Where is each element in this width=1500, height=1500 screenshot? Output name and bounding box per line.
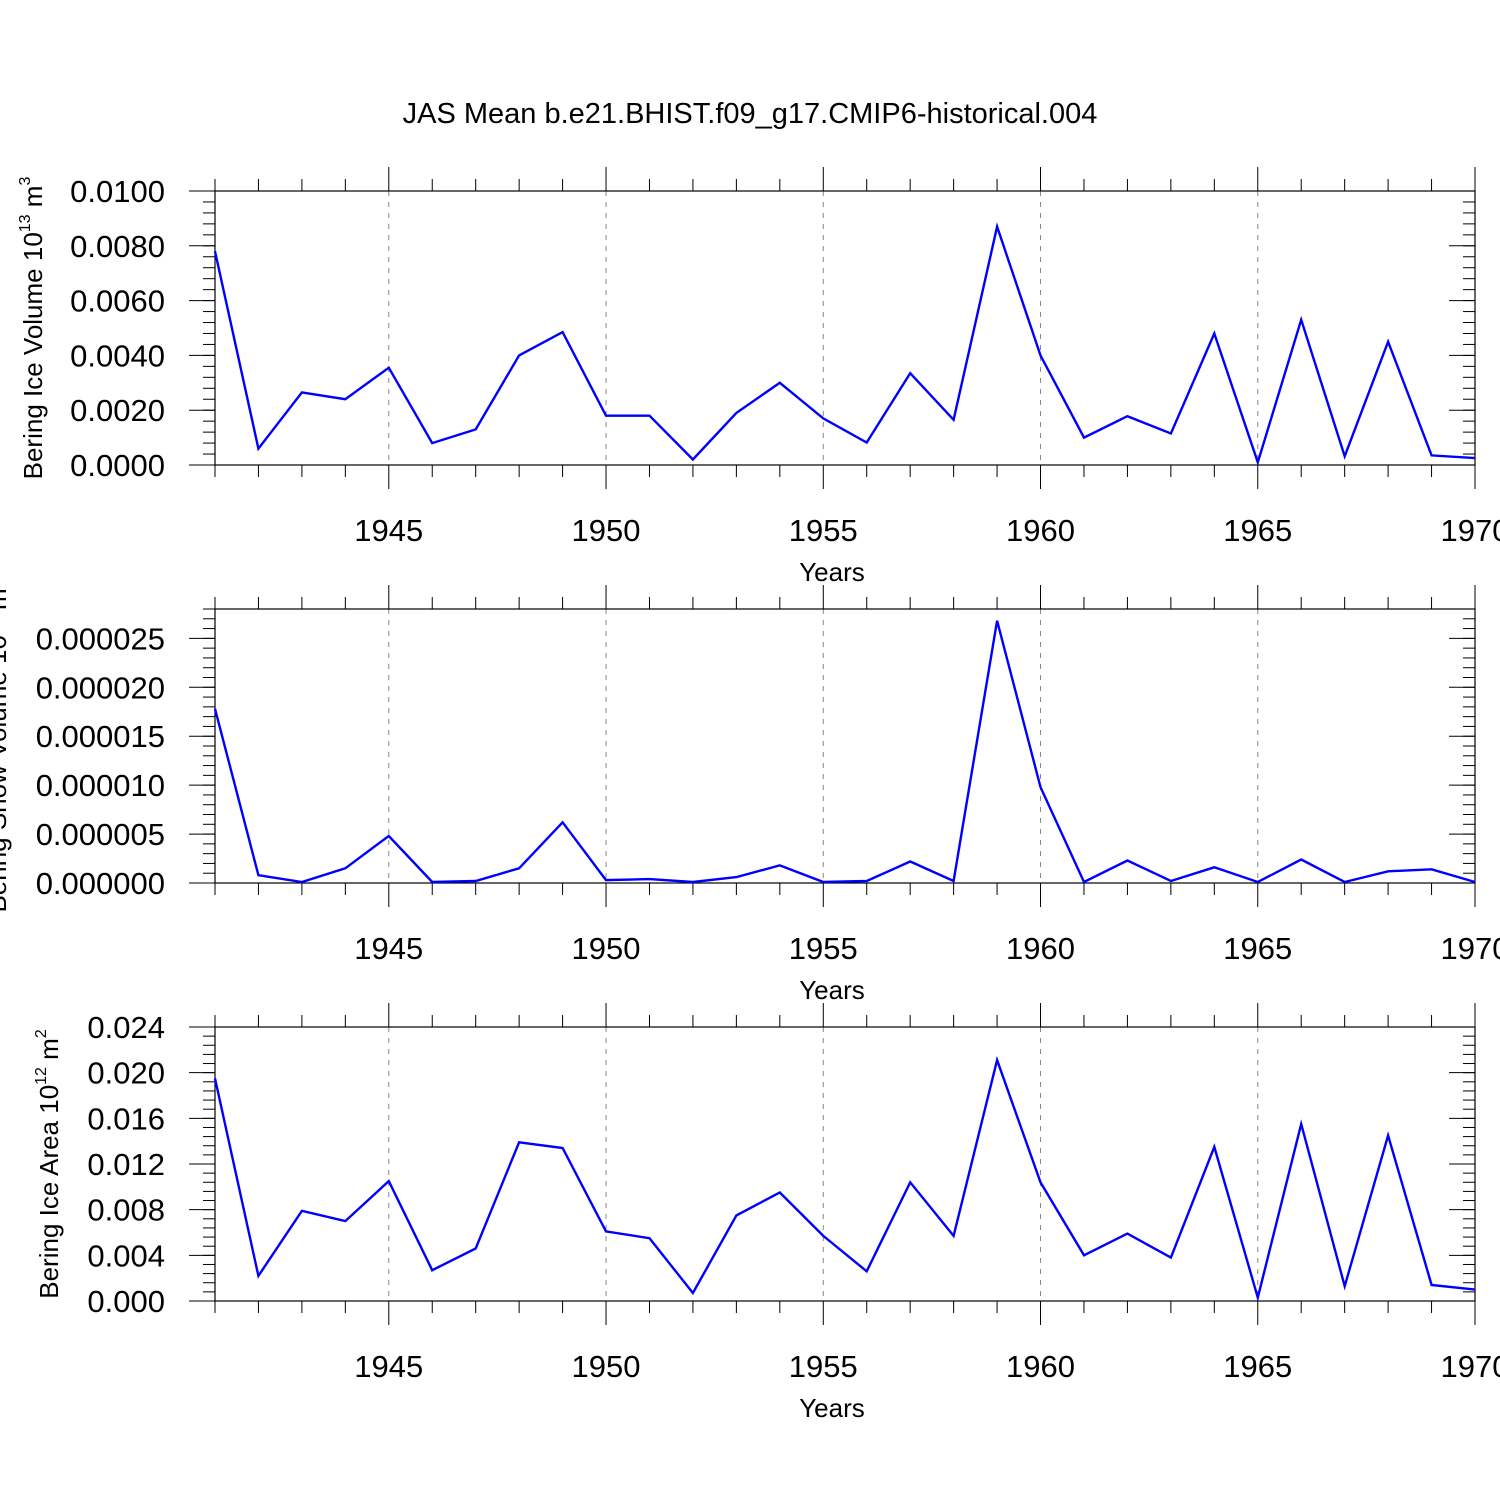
y-axis-label-text: Bering Ice Area 10 xyxy=(34,1085,64,1299)
y-axis-label-superscript: 2 xyxy=(33,1029,50,1038)
y-tick-label: 0.000005 xyxy=(36,817,165,852)
y-axis-label-superscript: 3 xyxy=(17,177,34,186)
y-axis-label-text: Bering Snow Volume 10 xyxy=(0,635,12,913)
y-tick-label: 0.0080 xyxy=(70,229,165,264)
plot-frame xyxy=(214,608,1476,884)
x-tick-label: 1960 xyxy=(1006,513,1075,548)
y-tick-label: 0.000025 xyxy=(36,621,165,656)
y-axis-label: Bering Ice Area 1012 m2 xyxy=(33,1029,64,1299)
x-tick-label: 1945 xyxy=(354,1349,423,1384)
y-tick-label: 0.004 xyxy=(87,1238,165,1273)
y-tick-label: 0.0040 xyxy=(70,338,165,373)
x-tick-label: 1970 xyxy=(1441,1349,1500,1384)
y-tick-label: 0.000020 xyxy=(36,670,165,705)
x-axis-label: Years xyxy=(799,557,865,587)
snow-volume-panel: 0.000000 0.000005 0.000010 0.000015 0.000020… xyxy=(0,579,1500,1005)
x-tick-label: 1945 xyxy=(354,931,423,966)
y-axis-label-text: Bering Ice Volume 10 xyxy=(18,232,48,479)
plot-frame xyxy=(214,1026,1476,1302)
y-axis-label-text: m xyxy=(0,588,12,617)
plot-frame xyxy=(214,190,1476,466)
ice-area-panel: 0.000 0.004 0.008 0.012 0.016 0.020 0.024 1945 1… xyxy=(33,1003,1500,1423)
y-tick-label: 0.000015 xyxy=(36,719,165,754)
y-axis-label-superscript: 12 xyxy=(33,1067,50,1085)
y-tick-label: 0.0100 xyxy=(70,174,165,209)
y-tick-label: 0.024 xyxy=(87,1010,165,1045)
x-tick-label: 1945 xyxy=(354,513,423,548)
y-tick-label: 0.016 xyxy=(87,1101,165,1136)
x-tick-label: 1965 xyxy=(1223,1349,1292,1384)
y-axis-label: Bering Snow Volume 1013 m3 xyxy=(0,579,12,912)
y-tick-label: 0.008 xyxy=(87,1193,165,1228)
y-axis-label: Bering Ice Volume 1013 m3 xyxy=(17,177,48,480)
y-tick-label: 0.000000 xyxy=(36,866,165,901)
x-axis-label: Years xyxy=(799,975,865,1005)
y-tick-label: 0.000010 xyxy=(36,768,165,803)
x-tick-label: 1955 xyxy=(789,1349,858,1384)
data-series-line xyxy=(213,1055,1476,1303)
x-tick-label: 1965 xyxy=(1223,513,1292,548)
y-tick-label: 0.000 xyxy=(87,1284,165,1319)
x-tick-label: 1950 xyxy=(572,513,641,548)
y-axis-label-superscript: 13 xyxy=(17,214,34,232)
x-tick-label: 1950 xyxy=(572,931,641,966)
x-tick-label: 1970 xyxy=(1441,513,1500,548)
ice-volume-panel: 0.0000 0.0020 0.0040 0.0060 0.0080 0.0100 1945… xyxy=(17,167,1500,587)
x-tick-label: 1965 xyxy=(1223,931,1292,966)
y-tick-label: 0.0060 xyxy=(70,284,165,319)
y-axis-label-text: m xyxy=(18,186,48,215)
x-tick-label: 1950 xyxy=(572,1349,641,1384)
data-series-line xyxy=(213,222,1476,467)
x-axis-label: Years xyxy=(799,1393,865,1423)
y-tick-label: 0.0000 xyxy=(70,448,165,483)
x-tick-label: 1955 xyxy=(789,931,858,966)
x-tick-label: 1955 xyxy=(789,513,858,548)
y-tick-label: 0.012 xyxy=(87,1147,165,1182)
x-tick-label: 1960 xyxy=(1006,931,1075,966)
data-series-line xyxy=(213,620,1476,884)
y-axis-label-text: m xyxy=(34,1038,64,1067)
figure-title: JAS Mean b.e21.BHIST.f09_g17.CMIP6-histo… xyxy=(402,98,1098,130)
x-tick-label: 1960 xyxy=(1006,1349,1075,1384)
y-tick-label: 0.020 xyxy=(87,1056,165,1091)
x-tick-label: 1970 xyxy=(1441,931,1500,966)
y-tick-label: 0.0020 xyxy=(70,393,165,428)
